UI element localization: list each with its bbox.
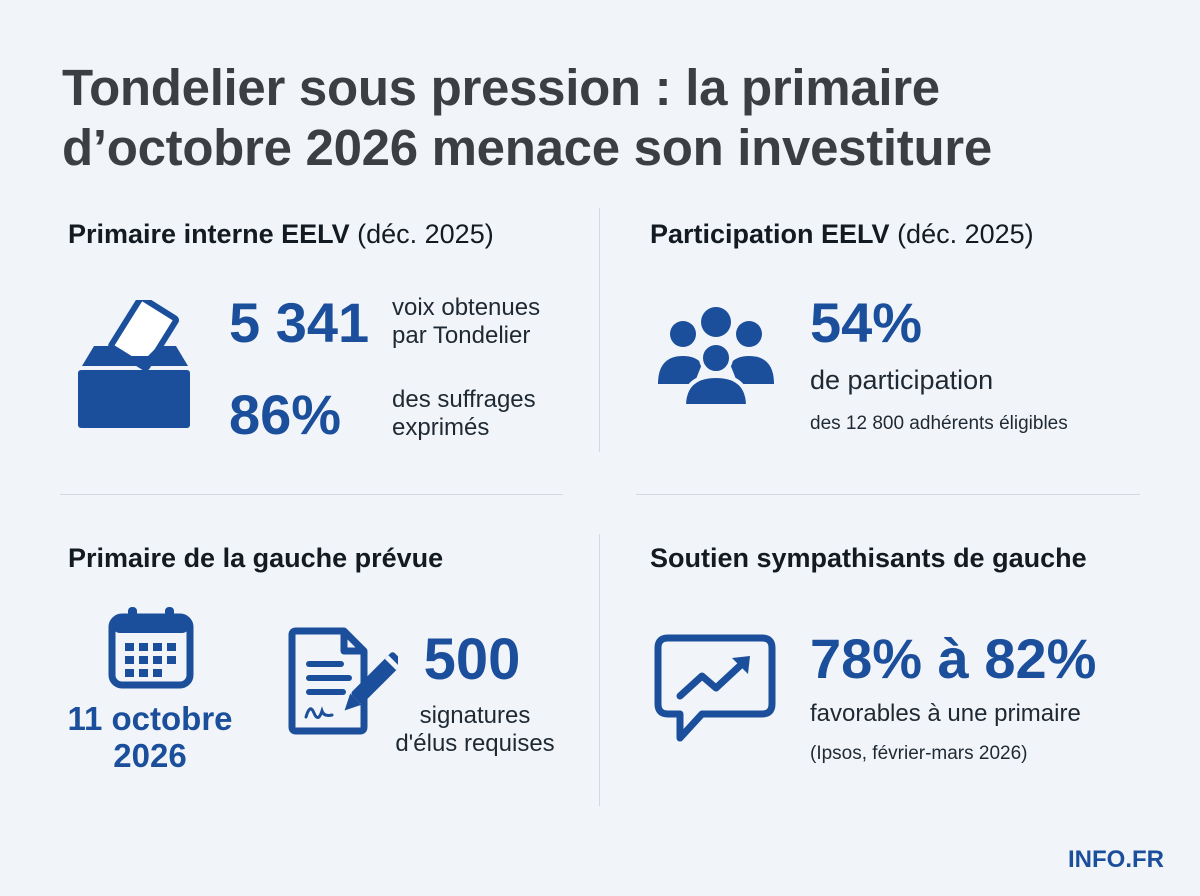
heading-main: Primaire interne EELV [68,219,350,249]
brand-logo: INFO.FR [1068,846,1164,873]
heading-main: Soutien sympathisants de gauche [650,543,1087,573]
primary-date: 11 octobre 2026 [52,700,248,774]
signatures-value: 500 [423,627,521,692]
heading-main: Participation EELV [650,219,890,249]
panel-primaire-interne-heading: Primaire interne EELV (déc. 2025) [68,218,494,250]
calendar-icon [108,605,194,689]
stat-share-desc-line2: exprimés [392,414,490,441]
panel-participation-heading: Participation EELV (déc. 2025) [650,218,1034,250]
stat-votes-value: 5 341 [229,291,370,354]
panel-soutien-heading: Soutien sympathisants de gauche [650,542,1087,574]
panel-primaire-gauche-heading: Primaire de la gauche prévue [68,542,443,574]
horizontal-divider-right [636,494,1140,495]
stat-share-desc-line1: des suffrages [392,386,536,413]
vertical-divider-top [599,208,600,452]
primary-date-line2: 2026 [113,737,187,774]
primary-date-line1: 11 octobre [67,700,233,737]
heading-main: Primaire de la gauche prévue [68,543,444,573]
heading-suffix: (déc. 2025) [357,219,494,249]
support-desc: favorables à une primaire [810,700,1081,727]
stat-share-value: 86% [229,383,342,446]
participation-note: des 12 800 adhérents éligibles [810,413,1068,434]
signatures-desc-line2: d'élus requises [395,730,555,757]
stat-votes-desc-line2: par Tondelier [392,322,531,349]
participation-value: 54% [810,291,923,354]
heading-suffix: (déc. 2025) [897,219,1034,249]
page-title-line2: d’octobre 2026 menace son investiture [62,119,992,176]
stat-votes-desc-line1: voix obtenues [392,294,541,321]
signed-document-icon [288,627,398,735]
page-title-line1: Tondelier sous pression : la primaire [62,59,940,116]
support-source: (Ipsos, février-mars 2026) [810,743,1028,764]
support-value: 78% à 82% [810,627,1097,690]
horizontal-divider-left [60,494,563,495]
group-people-icon [654,304,778,408]
participation-desc: de participation [810,365,994,395]
stat-share-desc: des suffrages exprimés [392,386,536,442]
trend-chat-icon [654,634,776,746]
vertical-divider-bottom [599,534,600,806]
stat-votes-desc: voix obtenues par Tondelier [392,294,540,350]
signatures-desc-line1: signatures [419,702,531,729]
signatures-desc: signatures d'élus requises [370,702,580,758]
ballot-box-icon [78,300,192,430]
page-title: Tondelier sous pression : la primaire d’… [62,58,1162,178]
